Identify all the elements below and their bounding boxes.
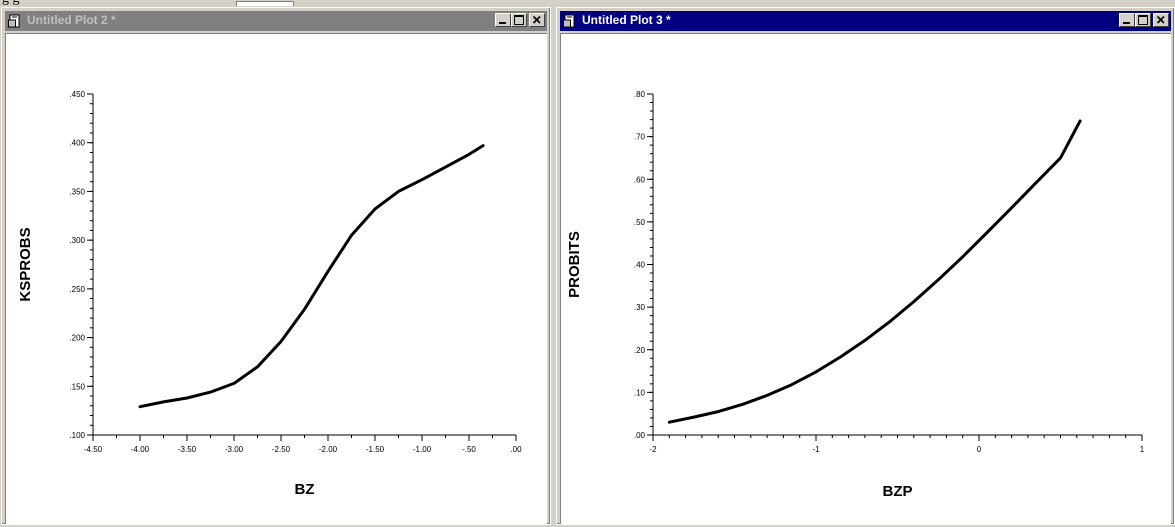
y-axis-title: PROBITS (566, 231, 583, 298)
maximize-icon (1138, 15, 1148, 25)
x-axis-title: BZ (295, 481, 315, 498)
line-chart: -4.50 -4.00 -3.50 -3.00 -2.50 -2.00 -1.50 -1.00… (17, 90, 522, 498)
x-tick-label: -3.50 (178, 445, 197, 454)
window-title: Untitled Plot 3 * (582, 13, 671, 27)
maximize-icon (514, 15, 524, 25)
document-icon (563, 14, 575, 28)
x-tick-label: 0 (977, 445, 982, 454)
x-tick-label: -3.00 (225, 445, 244, 454)
minimize-button[interactable] (1119, 13, 1135, 27)
x-tick-label: .00 (510, 445, 522, 454)
y-tick-label: .250 (69, 285, 85, 294)
title-bar[interactable]: Untitled Plot 3 * (560, 11, 1171, 31)
x-tick-label: 1 (1140, 445, 1145, 454)
title-bar[interactable]: Untitled Plot 2 * (5, 11, 547, 31)
plot-area: -2 -1 0 1 .00 .10 .20 .30 .40 .50 .60 .70 .80 BZP PROB… (560, 33, 1171, 524)
x-tick-label: -4.00 (131, 445, 150, 454)
x-tick-label: -4.50 (84, 445, 103, 454)
background-app-strip: g g (0, 0, 1175, 8)
x-tick-label: -2 (649, 445, 657, 454)
y-tick-label: .150 (69, 382, 85, 391)
minimize-button[interactable] (495, 13, 511, 27)
x-tick-label: -.50 (462, 445, 476, 454)
close-icon (532, 15, 541, 24)
x-tick-label: -2.50 (272, 445, 291, 454)
background-input-field[interactable] (236, 1, 294, 6)
plot-window-2[interactable]: Untitled Plot 2 * -4.50 -4.00 -3.50 -3.00 -2… (1, 7, 551, 525)
y-tick-label: .400 (69, 139, 85, 148)
y-tick-label: .450 (69, 90, 85, 99)
close-button[interactable] (1153, 13, 1169, 27)
plot-window-3[interactable]: Untitled Plot 3 * -2 -1 0 1 .00 .10 .20 .30 .40.… (556, 7, 1175, 525)
y-tick-label: .100 (69, 431, 85, 440)
y-tick-label: .200 (69, 334, 85, 343)
line-chart: -2 -1 0 1 .00 .10 .20 .30 .40 .50 .60 .70 .80 BZP PROB… (566, 90, 1145, 500)
x-tick-label: -1.00 (413, 445, 432, 454)
y-tick-label: .00 (634, 431, 646, 440)
y-tick-label: .10 (634, 388, 646, 397)
y-tick-label: .30 (634, 303, 646, 312)
y-tick-label: .20 (634, 346, 646, 355)
x-tick-label: -1 (812, 445, 820, 454)
x-axis-title: BZP (883, 483, 913, 500)
y-tick-label: .300 (69, 236, 85, 245)
window-title: Untitled Plot 2 * (27, 13, 116, 27)
data-series-line (138, 144, 485, 409)
plot-area: -4.50 -4.00 -3.50 -3.00 -2.50 -2.00 -1.50 -1.00… (5, 33, 547, 524)
background-text-fragment: g g (2, 0, 20, 7)
x-tick-label: -2.00 (319, 445, 338, 454)
y-tick-label: .80 (634, 90, 646, 99)
y-axis-title: KSPROBS (17, 227, 34, 301)
maximize-button[interactable] (511, 13, 527, 27)
data-series-line (667, 119, 1082, 424)
y-tick-label: .50 (634, 218, 646, 227)
maximize-button[interactable] (1135, 13, 1151, 27)
document-icon (8, 14, 20, 28)
y-tick-label: .70 (634, 133, 646, 142)
y-tick-label: .350 (69, 187, 85, 196)
close-icon (1156, 15, 1165, 24)
minimize-icon (499, 22, 506, 24)
minimize-icon (1123, 22, 1130, 24)
close-button[interactable] (529, 13, 545, 27)
y-tick-label: .60 (634, 175, 646, 184)
y-tick-label: .40 (634, 261, 646, 270)
x-tick-label: -1.50 (366, 445, 385, 454)
